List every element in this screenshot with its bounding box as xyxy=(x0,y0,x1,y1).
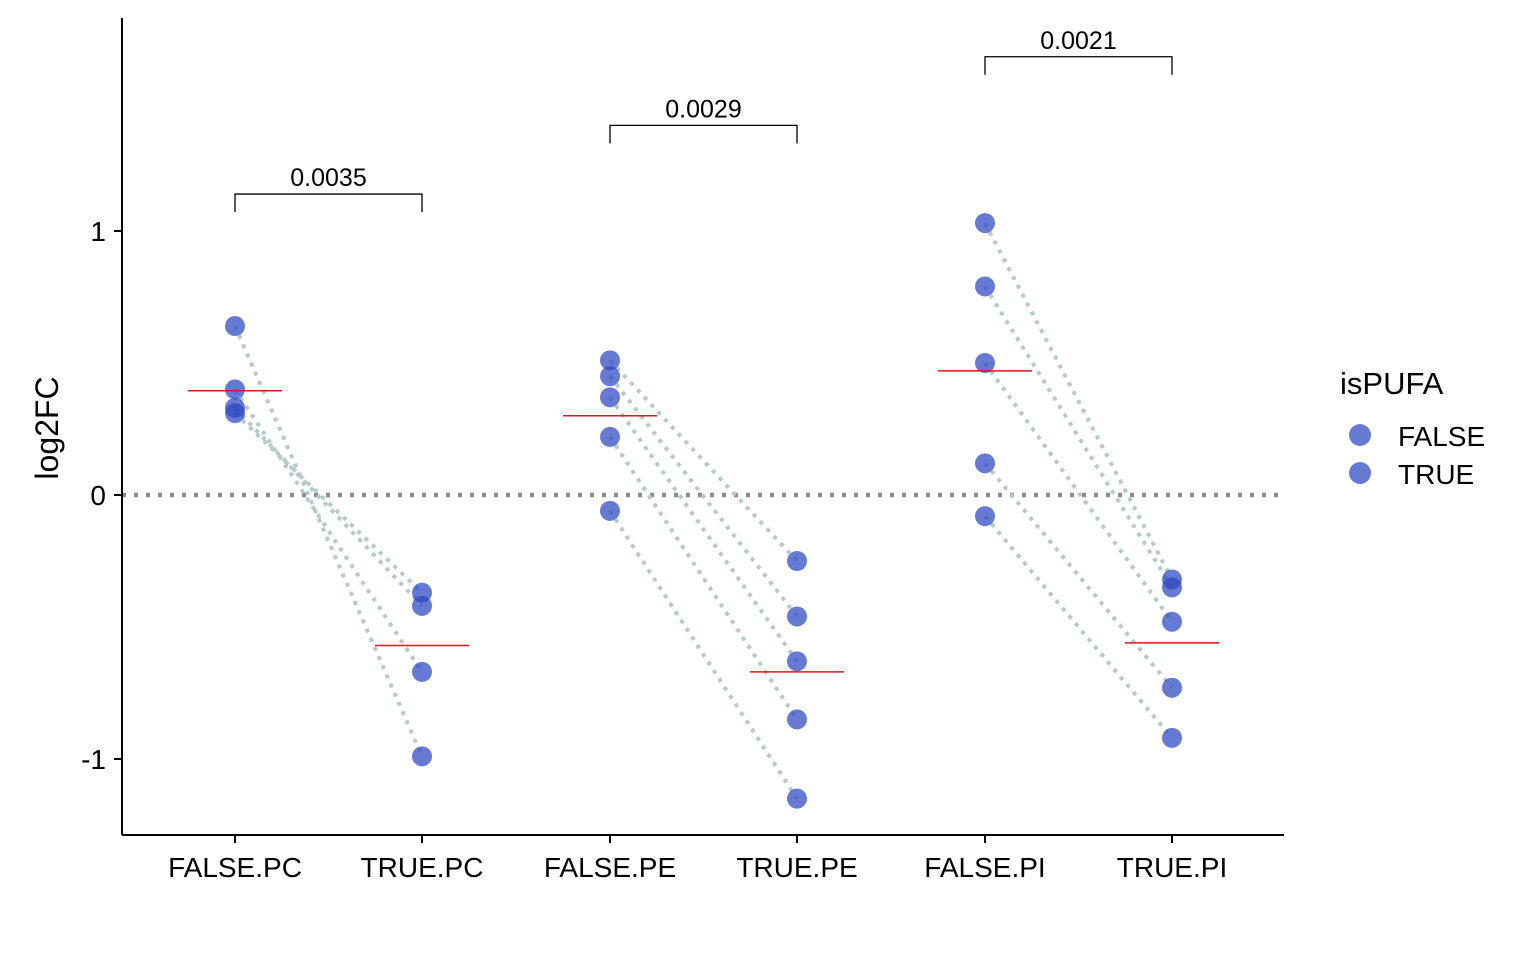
data-point xyxy=(787,606,807,627)
legend-key xyxy=(1349,462,1371,484)
x-tick-label: TRUE.PE xyxy=(736,852,857,883)
legend-label: FALSE xyxy=(1398,421,1485,452)
paired-line xyxy=(233,325,424,758)
data-point xyxy=(975,353,995,373)
data-point xyxy=(600,387,620,408)
paired-line xyxy=(983,514,1174,740)
data-point xyxy=(225,403,245,424)
paired-line xyxy=(983,361,1174,623)
points-layer xyxy=(225,213,1182,809)
legend: isPUFA FALSE TRUE xyxy=(1340,366,1485,490)
data-point xyxy=(1162,577,1182,598)
x-tick-label: FALSE.PC xyxy=(168,852,302,883)
data-point xyxy=(412,746,432,767)
data-point xyxy=(600,350,620,371)
x-tick-label: FALSE.PE xyxy=(544,852,676,883)
data-point xyxy=(975,276,995,297)
paired-line xyxy=(233,406,424,608)
axes-layer: -1 0 1 FALSE.PC TRUE.PC FALSE.PE TRUE.PE FALSE.… xyxy=(81,18,1284,883)
data-point xyxy=(600,500,620,521)
comparison-pvalue: 0.0029 xyxy=(665,95,741,123)
paired-line xyxy=(233,388,424,673)
data-point xyxy=(787,709,807,730)
y-tick-label: -1 xyxy=(81,744,106,775)
paired-line xyxy=(983,222,1174,581)
y-tick-label: 1 xyxy=(90,216,106,247)
data-point xyxy=(225,316,245,337)
paired-line xyxy=(983,285,1174,589)
legend-entries: FALSE TRUE xyxy=(1349,421,1485,490)
legend-label: TRUE xyxy=(1398,459,1474,490)
legend-key xyxy=(1349,424,1371,446)
data-point xyxy=(412,661,432,682)
data-point xyxy=(225,379,245,400)
comparison-pvalue: 0.0035 xyxy=(290,164,366,192)
data-point xyxy=(787,651,807,672)
comparison-bracket xyxy=(984,56,1173,75)
paired-line xyxy=(608,396,799,663)
comparison-pvalue: 0.0021 xyxy=(1040,27,1116,55)
data-point xyxy=(1162,611,1182,632)
y-axis-title: log2FC xyxy=(29,376,65,479)
data-point xyxy=(975,213,995,234)
data-point xyxy=(1162,677,1182,698)
x-tick-label: TRUE.PC xyxy=(361,852,484,883)
x-tick-label: TRUE.PI xyxy=(1117,852,1227,883)
comparisons-layer: 0.0035 0.0029 0.0021 xyxy=(234,27,1173,213)
medians-layer xyxy=(188,370,1219,673)
data-point xyxy=(600,366,620,387)
x-tick-label: FALSE.PI xyxy=(924,852,1045,883)
comparison-bracket xyxy=(234,193,423,213)
data-point xyxy=(412,595,432,616)
y-tick-label: 0 xyxy=(90,480,106,511)
paired-line xyxy=(608,509,799,800)
data-point xyxy=(975,506,995,527)
comparison-bracket xyxy=(609,124,798,144)
legend-title: isPUFA xyxy=(1340,366,1444,401)
data-point xyxy=(1162,727,1182,748)
data-point xyxy=(600,426,620,447)
data-point xyxy=(975,453,995,474)
data-point xyxy=(787,551,807,571)
paired-line xyxy=(983,462,1174,690)
paired-lines-layer xyxy=(233,222,1174,800)
paired-line xyxy=(233,411,424,595)
paired-line xyxy=(608,435,799,721)
data-point xyxy=(787,788,807,809)
